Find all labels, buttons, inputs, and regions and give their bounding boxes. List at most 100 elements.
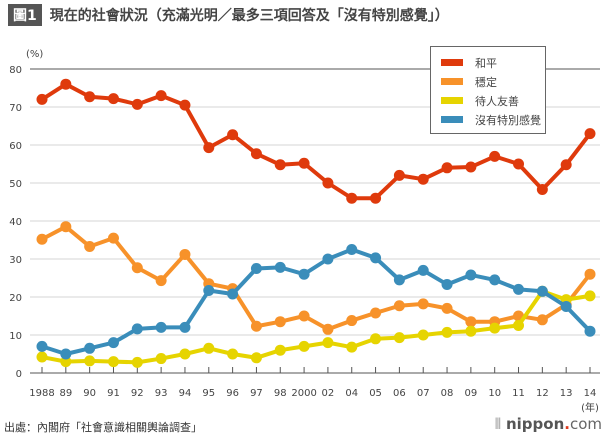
data-point xyxy=(370,252,382,264)
x-tick-label: 08 xyxy=(441,388,454,399)
x-tick-label: 12 xyxy=(536,388,549,399)
data-point xyxy=(107,356,119,368)
legend-item: 待人友善 xyxy=(441,91,545,110)
data-point xyxy=(346,341,358,353)
data-point xyxy=(322,323,334,335)
data-point xyxy=(250,352,262,364)
data-point xyxy=(513,283,525,295)
x-tick-label: 06 xyxy=(393,388,406,399)
data-point xyxy=(560,159,572,171)
y-tick-label: 10 xyxy=(9,331,22,342)
legend-label: 和平 xyxy=(475,56,497,70)
data-point xyxy=(393,169,405,181)
data-point xyxy=(155,90,167,102)
data-point xyxy=(203,342,215,354)
x-tick-label: 2000 xyxy=(291,388,316,399)
y-tick-label: 50 xyxy=(9,179,22,190)
data-point xyxy=(536,285,548,297)
data-point xyxy=(513,320,525,331)
data-point xyxy=(417,173,429,185)
data-point xyxy=(584,268,596,280)
data-point xyxy=(417,329,429,341)
legend-item: 和平 xyxy=(441,53,545,72)
data-point xyxy=(179,348,191,360)
x-tick-label: 05 xyxy=(369,388,382,399)
data-point xyxy=(274,344,286,356)
chart-title: 現在的社會狀況（充滿光明／最多三項回答及「沒有特別感覺」） xyxy=(49,8,449,24)
data-point xyxy=(465,325,477,337)
x-tick-label: 89 xyxy=(59,388,72,399)
data-point xyxy=(298,268,310,280)
data-point xyxy=(179,248,191,260)
x-tick-label: 14 xyxy=(584,388,597,399)
data-point xyxy=(250,148,262,160)
data-point xyxy=(536,314,548,326)
data-point xyxy=(370,333,382,345)
x-tick-label: 98 xyxy=(274,388,287,399)
legend-label: 沒有特別感覺 xyxy=(475,113,541,127)
legend-item: 沒有特別感覺 xyxy=(441,110,545,129)
data-point xyxy=(155,321,167,333)
legend-label: 待人友善 xyxy=(475,94,519,108)
data-point xyxy=(84,355,96,367)
x-tick-label: 94 xyxy=(179,388,192,399)
data-point xyxy=(84,342,96,354)
legend-swatch xyxy=(441,116,463,123)
data-point xyxy=(346,315,358,327)
data-point xyxy=(322,337,334,349)
x-tick-label: 09 xyxy=(465,388,478,399)
x-tick-label: 90 xyxy=(83,388,96,399)
x-axis-unit: (年) xyxy=(581,401,599,414)
data-point xyxy=(179,321,191,333)
data-point xyxy=(393,274,405,286)
legend-swatch xyxy=(441,59,463,66)
series-line-1 xyxy=(41,224,592,332)
data-point xyxy=(107,337,119,349)
data-point xyxy=(36,233,48,245)
data-point xyxy=(417,264,429,276)
data-point xyxy=(274,316,286,328)
data-point xyxy=(250,263,262,274)
data-point xyxy=(60,221,72,233)
x-tick-label: 02 xyxy=(322,388,335,399)
data-point xyxy=(370,192,382,204)
data-point xyxy=(370,307,382,319)
data-point xyxy=(107,93,119,105)
legend-swatch xyxy=(441,97,463,104)
figure-badge: 圖1 xyxy=(8,4,42,26)
data-point xyxy=(60,78,72,90)
data-point xyxy=(155,275,167,287)
source-note: 出處：內閣府「社會意識相關輿論調查」 xyxy=(4,421,202,434)
data-point xyxy=(465,269,477,281)
data-point xyxy=(536,183,548,195)
x-tick-label: 11 xyxy=(512,388,525,399)
data-point xyxy=(393,332,405,344)
data-point xyxy=(584,325,596,337)
data-point xyxy=(441,326,453,338)
y-axis-unit: (%) xyxy=(26,49,44,60)
y-tick-label: 80 xyxy=(9,65,22,76)
data-point xyxy=(131,323,143,335)
y-tick-label: 60 xyxy=(9,141,22,152)
x-tick-label: 95 xyxy=(202,388,215,399)
data-point xyxy=(441,302,453,314)
data-point xyxy=(36,351,48,363)
data-point xyxy=(489,150,501,162)
data-point xyxy=(179,99,191,111)
data-point xyxy=(227,129,239,141)
x-tick-label: 1988 xyxy=(29,388,54,399)
y-tick-label: 30 xyxy=(9,255,22,266)
data-point xyxy=(155,353,167,365)
data-point xyxy=(36,93,48,105)
series-line-3 xyxy=(41,247,592,356)
data-point xyxy=(107,232,119,244)
data-point xyxy=(203,142,215,154)
data-point xyxy=(274,261,286,273)
data-point xyxy=(36,340,48,352)
data-point xyxy=(489,274,501,286)
x-tick-label: 96 xyxy=(226,388,239,399)
x-tick-label: 91 xyxy=(107,388,120,399)
data-point xyxy=(298,310,310,322)
data-point xyxy=(441,162,453,174)
